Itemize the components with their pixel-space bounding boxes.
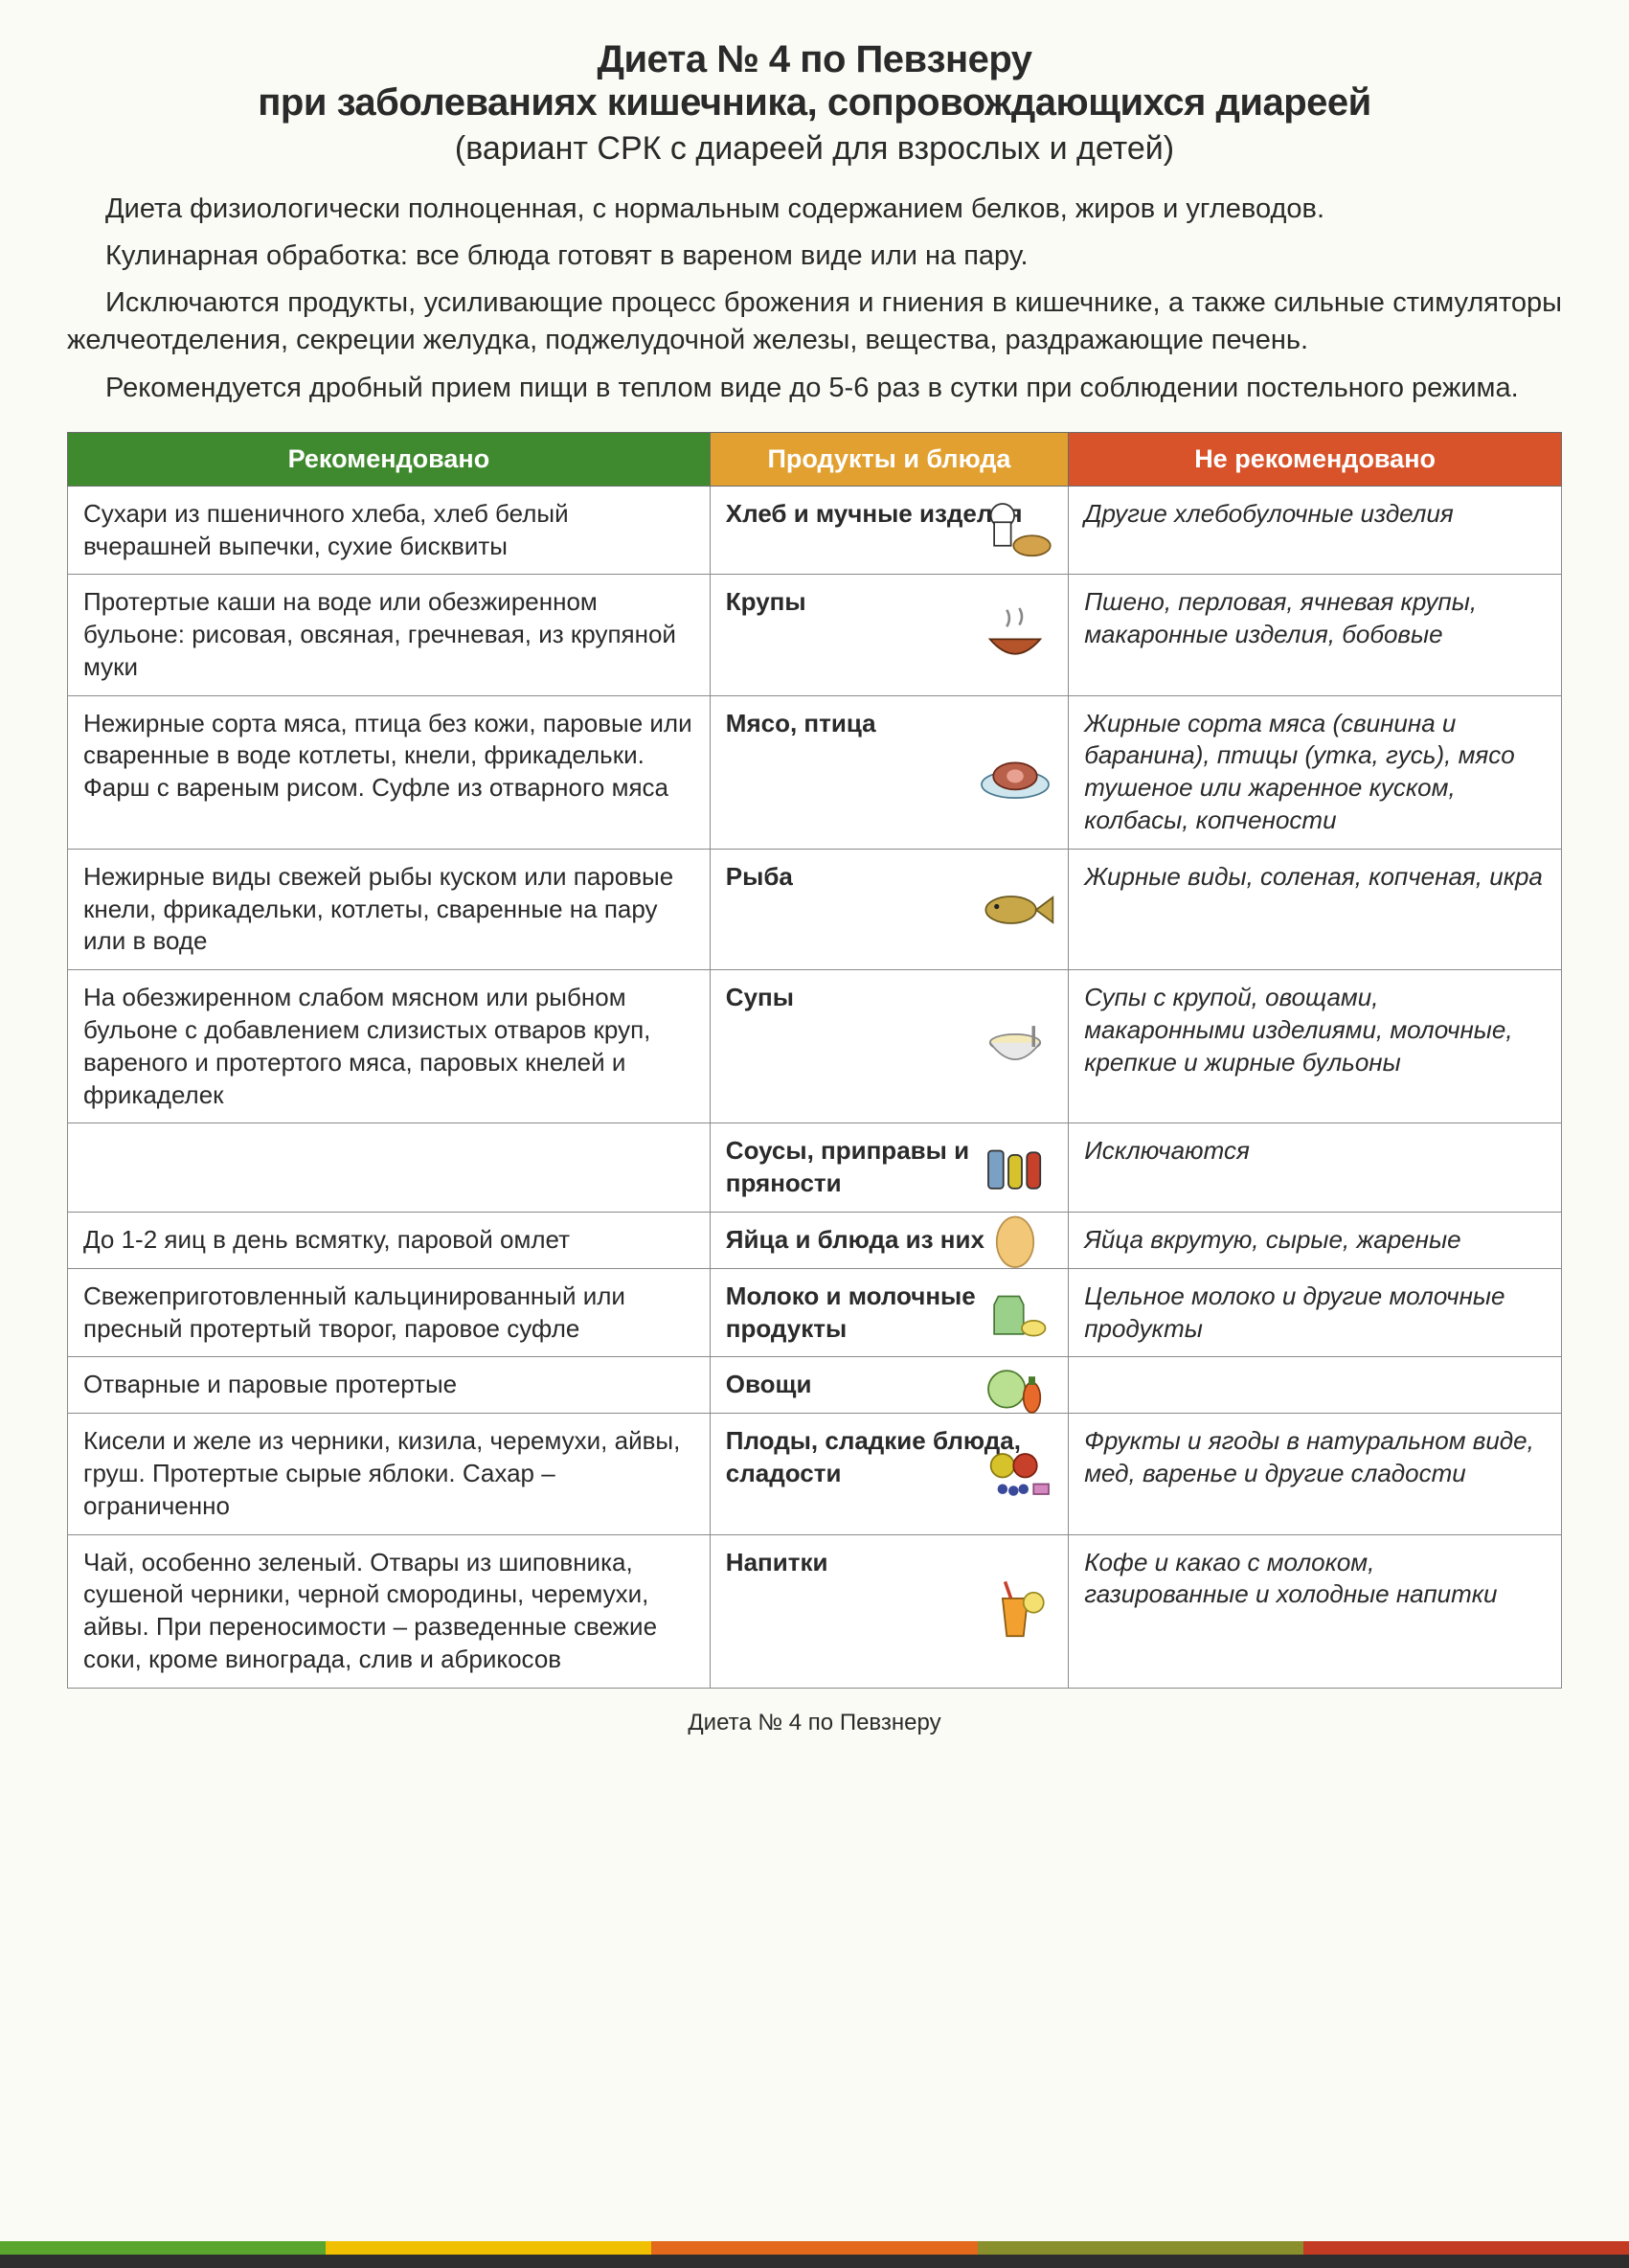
footer-stripe-segment [326, 2255, 651, 2268]
cell-recommended: Сухари из пшеничного хлеба, хлеб белый в… [68, 486, 711, 575]
table-row: Кисели и желе из черники, кизила, черему… [68, 1414, 1562, 1534]
cell-category: Супы [710, 970, 1068, 1123]
intro-paragraph: Кулинарная обработка: все блюда готовят … [67, 238, 1562, 275]
diet-table: Рекомендовано Продукты и блюда Не рекоме… [67, 432, 1562, 1689]
category-label: Яйца и блюда из них [726, 1225, 984, 1254]
category-label: Рыба [726, 862, 793, 891]
bowl-steam-icon [972, 601, 1058, 669]
footer-stripe-segment [978, 2255, 1303, 2268]
category-label: Супы [726, 983, 794, 1011]
footer-stripe-segment [0, 2241, 326, 2255]
page: Диета № 4 по Певзнеру при заболеваниях к… [0, 0, 1629, 2268]
cell-not-recommended: Жирные сорта мяса (свинина и баранина), … [1069, 695, 1562, 849]
drink-icon [972, 1577, 1058, 1644]
category-label: Напитки [726, 1548, 828, 1576]
footer-stripe-segment [651, 2255, 977, 2268]
footer-stripe-segment [978, 2241, 1303, 2255]
cell-category: Рыба [710, 849, 1068, 969]
cell-recommended: Нежирные виды свежей рыбы куском или пар… [68, 849, 711, 969]
category-label: Мясо, птица [726, 709, 876, 737]
fish-icon [972, 876, 1058, 943]
header-category: Продукты и блюда [710, 432, 1068, 486]
footer-stripe-segment [651, 2241, 977, 2255]
cell-category: Напитки [710, 1534, 1068, 1688]
header-not-recommended: Не рекомендовано [1069, 432, 1562, 486]
category-label: Крупы [726, 587, 806, 616]
table-row: Нежирные сорта мяса, птица без кожи, пар… [68, 695, 1562, 849]
cell-not-recommended: Фрукты и ягоды в натуральном виде, мед, … [1069, 1414, 1562, 1534]
cell-not-recommended: Исключаются [1069, 1123, 1562, 1213]
cell-not-recommended: Другие хлебобулочные изделия [1069, 486, 1562, 575]
footer-stripes [0, 2241, 1629, 2268]
soup-bowl-icon [972, 1013, 1058, 1080]
title-block: Диета № 4 по Певзнеру при заболеваниях к… [67, 38, 1562, 168]
table-row: Нежирные виды свежей рыбы куском или пар… [68, 849, 1562, 969]
table-header-row: Рекомендовано Продукты и блюда Не рекоме… [68, 432, 1562, 486]
intro-paragraph: Диета физиологически полноценная, с норм… [67, 191, 1562, 228]
table-row: Чай, особенно зеленый. Отвары из шиповни… [68, 1534, 1562, 1688]
header-recommended: Рекомендовано [68, 432, 711, 486]
footer-stripe-segment [1303, 2255, 1629, 2268]
egg-icon [972, 1207, 1058, 1274]
table-row: Соусы, приправы и пряности Исключаются [68, 1123, 1562, 1213]
cell-recommended: На обезжиренном слабом мясном или рыбном… [68, 970, 711, 1123]
cell-not-recommended: Супы с крупой, овощами, макаронными изде… [1069, 970, 1562, 1123]
category-label: Овощи [726, 1370, 812, 1398]
cell-recommended: Свежеприготовленный кальцинированный или… [68, 1268, 711, 1357]
category-label: Молоко и молочные продукты [726, 1281, 976, 1343]
cell-recommended: Отварные и паровые протертые [68, 1357, 711, 1414]
table-row: Протертые каши на воде или обезжиренном … [68, 575, 1562, 695]
cell-not-recommended [1069, 1357, 1562, 1414]
table-row: Отварные и паровые протертые Овощи [68, 1357, 1562, 1414]
cell-not-recommended: Цельное молоко и другие молочные продукт… [1069, 1268, 1562, 1357]
cell-recommended [68, 1123, 711, 1213]
table-row: Сухари из пшеничного хлеба, хлеб белый в… [68, 486, 1562, 575]
category-label: Соусы, приправы и пряности [726, 1136, 969, 1197]
cell-recommended: Нежирные сорта мяса, птица без кожи, пар… [68, 695, 711, 849]
cell-category: Хлеб и мучные изделия [710, 486, 1068, 575]
vegetables-icon [972, 1351, 1058, 1418]
cell-recommended: Кисели и желе из черники, кизила, черему… [68, 1414, 711, 1534]
dairy-icon [972, 1280, 1058, 1347]
title-line-1: Диета № 4 по Певзнеру [67, 38, 1562, 81]
cell-recommended: Протертые каши на воде или обезжиренном … [68, 575, 711, 695]
subtitle: (вариант СРК с диареей для взрослых и де… [67, 130, 1562, 168]
cell-not-recommended: Жирные виды, соленая, копченая, икра [1069, 849, 1562, 969]
footer-stripe-segment [326, 2241, 651, 2255]
cell-not-recommended: Яйца вкрутую, сырые, жареные [1069, 1213, 1562, 1269]
footer-stripe-segment [0, 2255, 326, 2268]
cell-category: Яйца и блюда из них [710, 1213, 1068, 1269]
fruits-sweets-icon [972, 1440, 1058, 1508]
cell-category: Овощи [710, 1357, 1068, 1414]
cell-recommended: Чай, особенно зеленый. Отвары из шиповни… [68, 1534, 711, 1688]
intro-paragraph: Рекомендуется дробный прием пищи в тепло… [67, 370, 1562, 407]
table-row: До 1-2 яиц в день всмятку, паровой омлет… [68, 1213, 1562, 1269]
cell-not-recommended: Пшено, перловая, ячневая крупы, макаронн… [1069, 575, 1562, 695]
cell-category: Мясо, птица [710, 695, 1068, 849]
footer-stripe-segment [1303, 2241, 1629, 2255]
cell-category: Соусы, приправы и пряности [710, 1123, 1068, 1213]
table-row: Свежеприготовленный кальцинированный или… [68, 1268, 1562, 1357]
condiments-icon [972, 1134, 1058, 1201]
cell-category: Молоко и молочные продукты [710, 1268, 1068, 1357]
intro-paragraph: Исключаются продукты, усиливающие процес… [67, 284, 1562, 359]
cell-category: Плоды, сладкие блюда, сладости [710, 1414, 1068, 1534]
title-line-2: при заболеваниях кишечника, сопровождающ… [67, 81, 1562, 125]
cell-recommended: До 1-2 яиц в день всмятку, паровой омлет [68, 1213, 711, 1269]
cell-category: Крупы [710, 575, 1068, 695]
intro-text: Диета физиологически полноценная, с норм… [67, 191, 1562, 407]
footer-caption: Диета № 4 по Певзнеру [67, 1710, 1562, 1746]
chef-bread-icon [972, 497, 1058, 564]
meat-plate-icon [972, 738, 1058, 805]
table-row: На обезжиренном слабом мясном или рыбном… [68, 970, 1562, 1123]
cell-not-recommended: Кофе и какао с молоком, газированные и х… [1069, 1534, 1562, 1688]
